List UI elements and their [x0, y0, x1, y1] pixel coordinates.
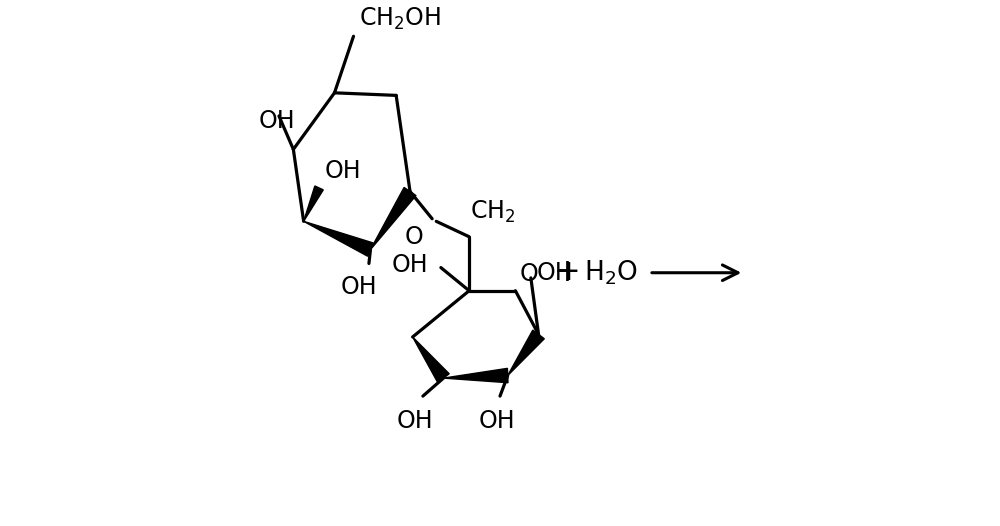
Text: O: O: [520, 261, 538, 286]
Text: OH: OH: [391, 253, 428, 277]
Polygon shape: [508, 330, 544, 376]
Text: OH: OH: [479, 409, 516, 433]
Text: H$_2$O: H$_2$O: [584, 258, 637, 287]
Polygon shape: [370, 187, 416, 250]
Text: OH: OH: [258, 109, 295, 133]
Polygon shape: [413, 337, 449, 382]
Polygon shape: [304, 186, 323, 221]
Text: OH: OH: [324, 159, 361, 183]
Text: OH: OH: [537, 261, 574, 285]
Text: OH: OH: [340, 275, 377, 299]
Text: +: +: [553, 257, 580, 288]
Text: CH$_2$: CH$_2$: [470, 199, 516, 226]
Text: O: O: [404, 225, 423, 249]
Text: CH$_2$OH: CH$_2$OH: [359, 6, 440, 32]
Text: OH: OH: [397, 409, 433, 433]
Polygon shape: [304, 221, 373, 256]
Polygon shape: [443, 368, 508, 383]
